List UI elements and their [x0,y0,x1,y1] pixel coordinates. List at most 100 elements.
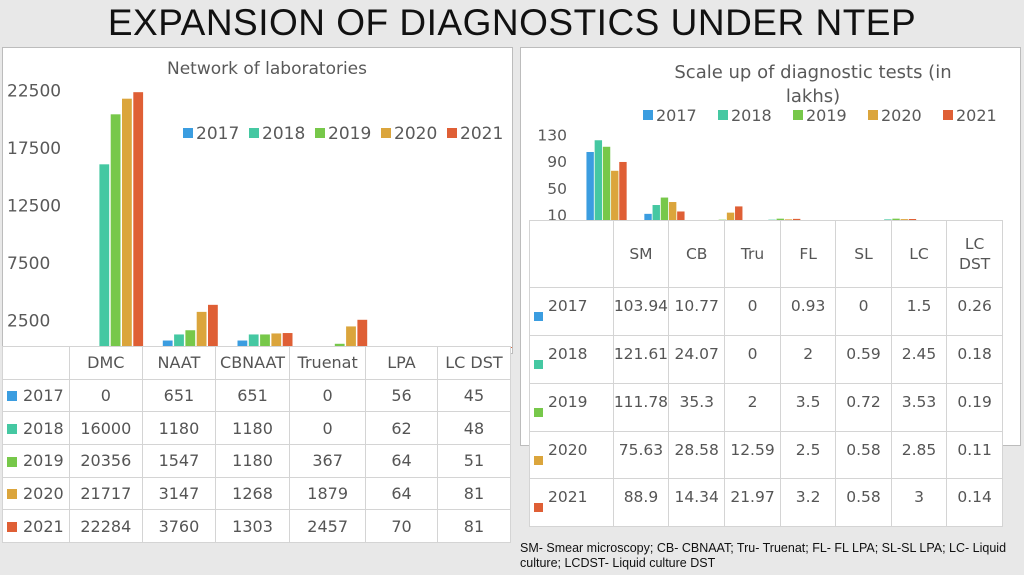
bar [726,212,735,221]
table-corner-cell [529,219,614,289]
table-value-cell: 0.19 [946,382,1003,432]
bar [237,340,248,348]
chart-title-line-1: Scale up of diagnostic tests (in [674,62,951,83]
table-header-cell: LC DST [946,219,1003,289]
bar [162,340,173,348]
table-row: 2017 103.94 10.77 0 0.93 0 1.5 0.26 [529,287,1003,337]
table-value-cell: 3.53 [890,382,948,432]
table-value-cell: 2.45 [890,335,948,384]
table-value-cell: 0 [835,287,892,337]
table-value-cell: 1879 [289,476,367,511]
legend-key-icon [534,360,543,370]
chart-title-line-2: lakhs) [786,86,840,107]
bar [652,205,660,221]
table-value-cell: 16000 [68,411,144,445]
lab-network-data-table: DMC NAAT CBNAAT Truenat LPA LC DST 2017 0 651 651… [2,346,512,543]
table-value-cell: 0.72 [835,382,892,432]
table-value-cell: 2.5 [779,430,837,480]
table-value-cell: 1547 [142,443,216,478]
bar [735,206,743,221]
bar [122,98,132,348]
table-value-cell: 3.5 [779,382,837,432]
table-header-cell: SL [835,219,892,289]
y-tick-label: 130 [537,127,567,145]
legend-label: 2019 [328,124,371,144]
legend-swatch [447,128,457,138]
bar [99,164,110,348]
table-value-cell: 88.9 [612,478,670,527]
legend-key-icon [7,456,17,467]
table-value-cell: 12.59 [724,430,781,480]
bar [208,304,218,348]
table-value-cell: 24.07 [668,335,726,384]
table-value-cell: 0 [724,335,781,384]
table-value-cell: 3.2 [779,478,837,527]
table-series-label: 2020 [2,476,70,511]
legend-swatch [249,128,259,138]
table-value-cell: 1180 [142,411,216,445]
legend-key-icon [534,503,543,513]
legend-swatch [183,128,193,138]
table-series-label: 2019 [529,382,614,432]
y-tick-label: 2500 [7,311,50,331]
bar [346,326,356,348]
table-value-cell: 0.58 [835,478,892,527]
table-series-label: 2020 [529,430,614,480]
bar [506,347,517,348]
bar [602,146,611,221]
bar [677,211,685,221]
table-value-cell: 28.58 [668,430,726,480]
legend-key-icon [7,391,17,402]
table-series-label: 2017 [529,287,614,337]
legend-label: 2020 [394,124,437,144]
legend-key-icon [534,455,543,465]
bar [133,92,144,348]
y-tick-label: 12500 [7,197,61,217]
legend-key-icon [7,489,17,500]
table-value-cell: 0.59 [835,335,892,384]
legend-swatch [718,110,728,120]
diagnostic-tests-data-table: SM CB Tru FL SL LC LC DST 2017 103.94 10.77 0 0.93 0… [529,219,1003,527]
table-value-cell: 20356 [68,443,144,478]
table-value-cell: 0.93 [779,287,837,337]
bar [196,311,207,348]
legend-label: 2019 [806,106,847,125]
table-row: 2019 20356 1547 1180 367 64 51 [2,443,512,478]
table-value-cell: 75.63 [612,430,670,480]
bar [660,197,669,221]
table-value-cell: 0 [724,287,781,337]
y-tick-label: 7500 [7,254,50,274]
table-value-cell: 0.11 [946,430,1003,480]
diagnostic-tests-chart: Scale up of diagnostic tests (inlakhs)20… [537,62,996,224]
table-value-cell: 1268 [214,476,291,511]
legend-key-icon [534,407,543,417]
table-value-cell: 2457 [289,509,367,543]
table-value-cell: 0 [289,411,367,445]
legend-swatch [643,110,653,120]
table-series-label: 2021 [2,509,70,543]
table-value-cell: 3147 [142,476,216,511]
table-value-cell: 2 [724,382,781,432]
bar [586,151,594,221]
table-row: 2019 111.78 35.3 2 3.5 0.72 3.53 0.19 [529,382,1003,432]
table-header-cell: LPA [365,346,438,380]
table-row: 2017 0 651 651 0 56 45 [2,378,512,413]
table-value-cell: 35.3 [668,382,726,432]
legend-label: 2017 [656,106,697,125]
bar [611,170,619,221]
table-value-cell: 103.94 [612,287,670,337]
table-value-cell: 121.61 [612,335,670,384]
table-value-cell: 56 [365,378,438,413]
table-series-label: 2021 [529,478,614,527]
bar [619,161,627,221]
bar [792,218,801,221]
table-value-cell: 1180 [214,443,291,478]
legend-label: 2018 [731,106,772,125]
table-value-cell: 0.18 [946,335,1003,384]
bar [594,140,603,221]
table-series-label: 2019 [2,443,70,478]
table-value-cell: 0.14 [946,478,1003,527]
table-value-cell: 2.85 [890,430,948,480]
table-value-cell: 45 [436,378,512,413]
table-value-cell: 48 [436,411,512,445]
